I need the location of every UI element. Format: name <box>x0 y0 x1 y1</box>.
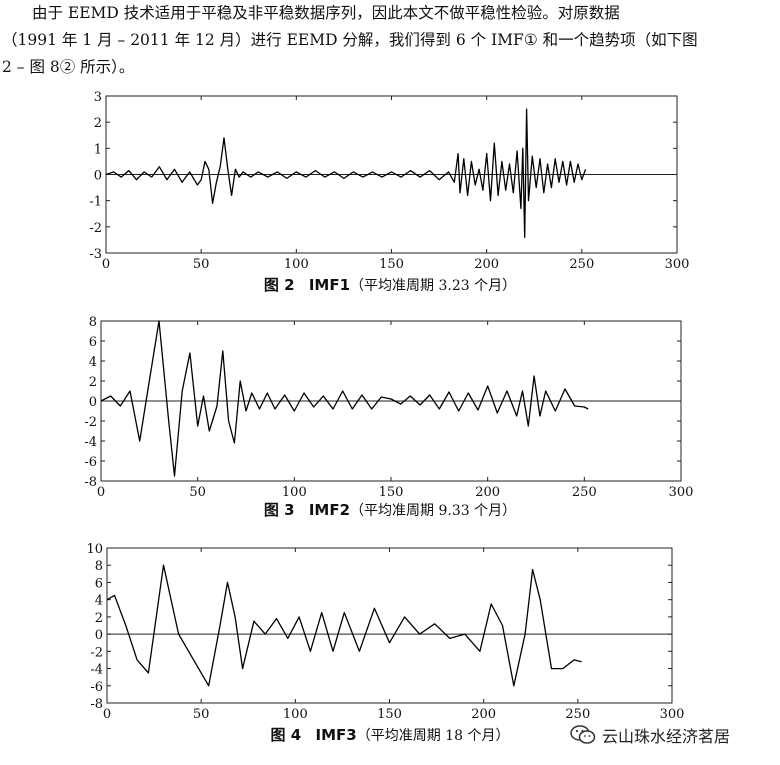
figure-4-name: IMF3 <box>315 726 357 744</box>
x-tick-label: 300 <box>660 707 685 722</box>
watermark-text: 云山珠水经济茗居 <box>602 727 731 746</box>
y-tick-label: -4 <box>84 435 97 450</box>
x-tick-label: 200 <box>474 257 499 272</box>
intro-paragraph: 由于 EEMD 技术适用于平稳及非平稳数据序列，因此本文不做平稳性检验。对原数据… <box>0 0 780 81</box>
figure-4-label: 图 4 <box>270 726 302 744</box>
y-tick-label: -8 <box>84 475 97 490</box>
x-tick-label: 200 <box>475 485 500 500</box>
y-tick-label: -2 <box>84 415 97 430</box>
x-tick-label: 150 <box>377 707 402 722</box>
y-tick-label: 3 <box>94 90 102 105</box>
figure-2-note: （平均准周期 3.23 个月） <box>350 278 517 294</box>
y-tick-label: 1 <box>94 142 102 157</box>
x-tick-label: 250 <box>572 485 597 500</box>
figure-2-name: IMF1 <box>308 276 351 294</box>
x-tick-label: 50 <box>189 485 206 500</box>
y-tick-label: 2 <box>94 116 102 131</box>
figure-2-caption: 图 2 IMF1（平均准周期 3.23 个月） <box>0 274 780 295</box>
y-tick-label: 8 <box>95 559 103 574</box>
intro-line-1: 由于 EEMD 技术适用于平稳及非平稳数据序列，因此本文不做平稳性检验。对原数据 <box>32 4 620 22</box>
x-tick-label: 0 <box>102 257 110 272</box>
y-tick-label: 4 <box>89 355 97 370</box>
wechat-icon <box>570 725 596 744</box>
x-tick-label: 100 <box>284 257 309 272</box>
x-tick-label: 50 <box>193 707 210 722</box>
x-tick-label: 0 <box>97 485 105 500</box>
figure-3-name: IMF2 <box>308 501 351 519</box>
plot-frame <box>106 547 673 704</box>
x-tick-label: 300 <box>665 257 690 272</box>
y-tick-label: 0 <box>89 395 97 410</box>
x-tick-label: 150 <box>379 257 404 272</box>
figure-3-label: 图 3 <box>263 501 295 519</box>
x-tick-label: 300 <box>669 485 694 500</box>
x-tick-label: 200 <box>471 707 496 722</box>
series-line <box>106 564 582 687</box>
y-tick-label: -3 <box>89 247 102 262</box>
intro-line-3: 2 – 图 8② 所示）。 <box>2 58 135 76</box>
y-tick-label: 2 <box>95 611 103 626</box>
x-tick-label: 0 <box>103 707 111 722</box>
y-tick-label: -6 <box>90 680 103 695</box>
figure-4-note: （平均准周期 18 个月） <box>356 728 510 744</box>
y-tick-label: -4 <box>90 663 103 678</box>
y-tick-label: 10 <box>86 542 103 557</box>
figure-3-caption: 图 3 IMF2（平均准周期 9.33 个月） <box>0 499 780 520</box>
watermark: 云山珠水经济茗居 <box>570 722 775 748</box>
x-tick-label: 250 <box>569 257 594 272</box>
series-line <box>105 108 587 238</box>
intro-line-2: （1991 年 1 月 – 2011 年 12 月）进行 EEMD 分解，我们得… <box>2 31 698 49</box>
y-tick-label: -2 <box>89 221 102 236</box>
x-tick-label: 50 <box>193 257 210 272</box>
series-line <box>100 320 589 477</box>
y-tick-label: 2 <box>89 375 97 390</box>
y-tick-label: 0 <box>95 628 103 643</box>
y-tick-label: -6 <box>84 455 97 470</box>
x-tick-label: 150 <box>379 485 404 500</box>
x-tick-label: 250 <box>565 707 590 722</box>
y-tick-label: 6 <box>89 335 97 350</box>
y-tick-label: -2 <box>90 645 103 660</box>
y-tick-label: 4 <box>95 594 103 609</box>
figure-2-label: 图 2 <box>263 276 295 294</box>
x-tick-label: 100 <box>283 707 308 722</box>
y-tick-label: 0 <box>94 169 102 184</box>
y-tick-label: -8 <box>90 697 103 712</box>
y-tick-label: 8 <box>89 315 97 330</box>
y-tick-label: 6 <box>95 576 103 591</box>
figure-3-note: （平均准周期 9.33 个月） <box>350 503 517 519</box>
figure-4-caption: 图 4 IMF3（平均准周期 18 个月） <box>0 724 780 745</box>
x-tick-label: 100 <box>282 485 307 500</box>
y-tick-label: -1 <box>89 195 102 210</box>
